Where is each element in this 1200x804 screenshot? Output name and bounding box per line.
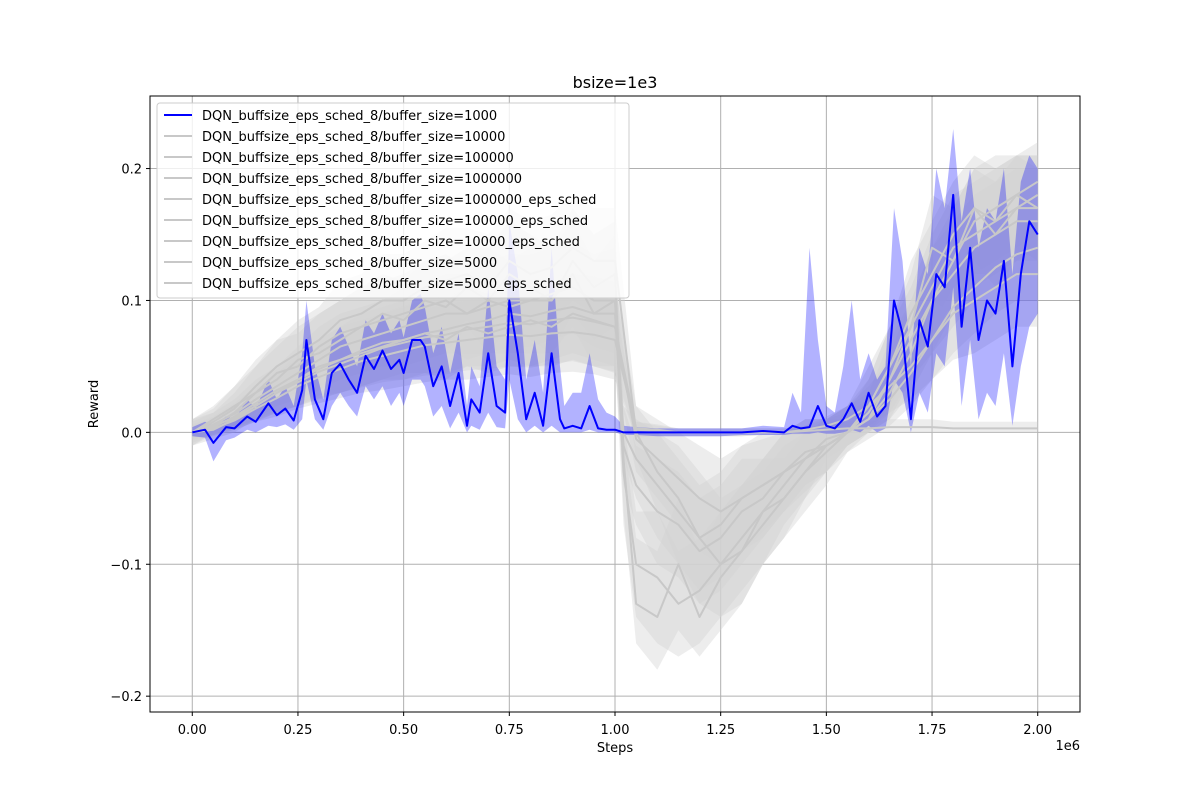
series-line <box>192 220 1038 553</box>
legend-entry-label: DQN_buffsize_eps_sched_8/buffer_size=100… <box>202 193 596 208</box>
y-tick-label: 0.2 <box>121 163 142 178</box>
series-band <box>192 267 1038 439</box>
legend-entry-label: DQN_buffsize_eps_sched_8/buffer_size=100… <box>202 151 514 166</box>
legend: DQN_buffsize_eps_sched_8/buffer_size=100… <box>156 102 630 299</box>
series-lines <box>191 180 1039 618</box>
x-tick-label: 0.25 <box>283 723 312 738</box>
y-tick-label: −0.1 <box>110 558 142 573</box>
y-tick-label: 0.1 <box>121 294 142 309</box>
x-axis-label: Steps <box>597 741 634 756</box>
x-tick-label: 1.75 <box>918 723 947 738</box>
chart-title: bsize=1e3 <box>573 73 658 92</box>
axis-ticks: 0.00 0.25 0.50 0.75 1.00 1.25 1.50 1.75 2.00 −0.2… <box>110 163 1052 738</box>
y-axis-label: Reward <box>87 380 102 428</box>
highlight-series-band <box>192 129 1038 462</box>
legend-entry-label: DQN_buffsize_eps_sched_8/buffer_size=100… <box>202 130 505 145</box>
legend-entry-label: DQN_buffsize_eps_sched_8/buffer_size=100… <box>202 109 497 124</box>
legend-entry-label: DQN_buffsize_eps_sched_8/buffer_size=500… <box>202 277 572 292</box>
legend-entry-label: DQN_buffsize_eps_sched_8/buffer_size=100… <box>202 214 588 229</box>
series-band <box>192 168 1038 604</box>
y-tick-label: 0.0 <box>121 426 142 441</box>
y-tick-label: −0.2 <box>110 690 142 705</box>
series-line <box>192 246 1038 513</box>
x-tick-label: 1.50 <box>812 723 841 738</box>
x-tick-label: 1.00 <box>601 723 630 738</box>
x-tick-label: 0.50 <box>389 723 418 738</box>
legend-entry-label: DQN_buffsize_eps_sched_8/buffer_size=500… <box>202 256 497 271</box>
legend-box <box>156 102 630 299</box>
highlight-series-line <box>192 193 1039 444</box>
x-tick-label: 0.00 <box>178 723 207 738</box>
series-band <box>192 194 1038 565</box>
x-axis-offset-label: 1e6 <box>1055 739 1080 754</box>
legend-entry-label: DQN_buffsize_eps_sched_8/buffer_size=100… <box>202 172 522 187</box>
legend-entry-label: DQN_buffsize_eps_sched_8/buffer_size=100… <box>202 235 580 250</box>
x-tick-label: 1.25 <box>706 723 735 738</box>
x-tick-label: 0.75 <box>495 723 524 738</box>
x-tick-label: 2.00 <box>1023 723 1052 738</box>
